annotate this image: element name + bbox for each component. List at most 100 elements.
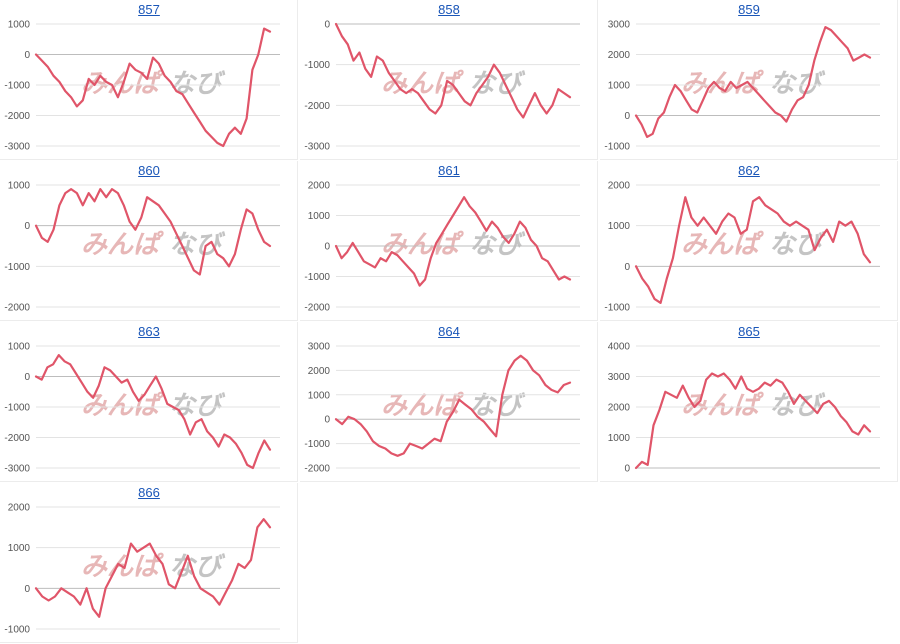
y-tick-label: 0 <box>324 242 330 253</box>
watermark-text-right: なび <box>169 230 226 260</box>
y-tick-label: -2000 <box>304 101 330 112</box>
y-tick-label: 3000 <box>308 342 331 353</box>
chart-svg: みんぱ なび 2000 1000 0 -1000 <box>4 503 280 636</box>
chart-panel-857: 857 みんぱ なび 1000 0 -1000 -2000 -3000 <box>0 0 298 160</box>
watermark-logo: みんぱ なび <box>681 391 826 421</box>
watermark-logo: みんぱ なび <box>381 230 526 260</box>
chart-title-link[interactable]: 863 <box>138 324 160 339</box>
y-tick-label: 0 <box>624 464 630 475</box>
y-tick-label: 2000 <box>8 503 31 514</box>
chart-title-link[interactable]: 860 <box>138 163 160 178</box>
y-tick-label: -1000 <box>304 60 330 71</box>
chart-svg: みんぱ なび 3000 2000 1000 0 -1000 <box>604 20 880 153</box>
y-tick-label: 2000 <box>608 403 631 414</box>
y-tick-label: -1000 <box>604 142 630 153</box>
watermark-text-left: みんぱ <box>81 230 164 260</box>
chart-svg: みんぱ なび 1000 0 -1000 -2000 <box>4 181 280 314</box>
y-tick-label: -3000 <box>4 464 30 475</box>
y-tick-label: 0 <box>24 221 30 232</box>
y-tick-label: 1000 <box>308 211 331 222</box>
watermark-logo: みんぱ なび <box>681 230 826 260</box>
watermark-logo: みんぱ なび <box>381 391 526 421</box>
chart-panel-865: 865 みんぱ なび 4000 3000 2000 1000 0 <box>600 322 898 482</box>
y-tick-label: 2000 <box>308 181 331 192</box>
chart-panel-861: 861 みんぱ なび 2000 1000 0 -1000 -2000 <box>300 161 598 321</box>
y-tick-label: -3000 <box>304 142 330 153</box>
y-tick-label: 1000 <box>8 20 31 31</box>
watermark-text-right: なび <box>169 552 226 582</box>
chart-svg: みんぱ なび 1000 0 -1000 -2000 -3000 <box>4 342 280 475</box>
chart-title-link[interactable]: 859 <box>738 2 760 17</box>
chart-panel-864: 864 みんぱ なび 3000 2000 1000 0 -1000 -2000 <box>300 322 598 482</box>
chart-title-link[interactable]: 861 <box>438 163 460 178</box>
y-tick-label: -2000 <box>4 303 30 314</box>
chart-title-link[interactable]: 864 <box>438 324 460 339</box>
y-tick-label: 2000 <box>308 366 331 377</box>
y-tick-label: -2000 <box>4 433 30 444</box>
chart-title-link[interactable]: 866 <box>138 485 160 500</box>
watermark-logo: みんぱ なび <box>81 552 226 582</box>
watermark-text-right: なび <box>469 230 526 260</box>
chart-panel-866: 866 みんぱ なび 2000 1000 0 -1000 <box>0 483 298 643</box>
chart-panel-858: 858 みんぱ なび 0 -1000 -2000 -3000 <box>300 0 598 160</box>
y-tick-label: 1000 <box>608 433 631 444</box>
series-line <box>34 353 272 470</box>
y-tick-label: 3000 <box>608 372 631 383</box>
y-tick-label: -1000 <box>4 625 30 636</box>
y-tick-label: -2000 <box>304 464 330 475</box>
watermark-logo: みんぱ なび <box>81 230 226 260</box>
y-tick-label: 2000 <box>608 50 631 61</box>
y-tick-label: -1000 <box>4 81 30 92</box>
y-tick-label: 4000 <box>608 342 631 353</box>
chart-svg: みんぱ なび 2000 1000 0 -1000 <box>604 181 880 314</box>
chart-panel-863: 863 みんぱ なび 1000 0 -1000 -2000 -3000 <box>0 322 298 482</box>
watermark-text-right: なび <box>469 391 526 421</box>
y-tick-label: -1000 <box>304 272 330 283</box>
y-tick-label: 0 <box>624 262 630 273</box>
y-tick-label: -3000 <box>4 142 30 153</box>
y-tick-label: 0 <box>324 20 330 31</box>
y-tick-label: 0 <box>24 584 30 595</box>
chart-svg: みんぱ なび 3000 2000 1000 0 -1000 -2000 <box>304 342 580 475</box>
watermark-text-right: なび <box>469 69 526 99</box>
y-tick-label: 1000 <box>308 390 331 401</box>
chart-panel-860: 860 みんぱ なび 1000 0 -1000 -2000 <box>0 161 298 321</box>
y-tick-label: -1000 <box>304 439 330 450</box>
watermark-text-right: なび <box>169 69 226 99</box>
y-tick-label: 1000 <box>608 81 631 92</box>
watermark-text-left: みんぱ <box>681 69 764 99</box>
watermark-text-right: なび <box>769 391 826 421</box>
chart-title-link[interactable]: 857 <box>138 2 160 17</box>
chart-title-link[interactable]: 865 <box>738 324 760 339</box>
y-tick-label: 0 <box>324 415 330 426</box>
y-tick-label: -1000 <box>604 303 630 314</box>
y-tick-label: 1000 <box>8 342 31 353</box>
y-tick-label: 0 <box>24 50 30 61</box>
y-tick-label: -2000 <box>4 111 30 122</box>
chart-svg: みんぱ なび 2000 1000 0 -1000 -2000 <box>304 181 580 314</box>
chart-svg: みんぱ なび 1000 0 -1000 -2000 -3000 <box>4 20 280 153</box>
chart-svg: みんぱ なび0-1000-2000-3000 <box>304 20 580 153</box>
y-tick-label: 1000 <box>8 181 31 192</box>
series-line <box>34 518 272 618</box>
watermark-logo: みんぱ なび <box>81 391 226 421</box>
chart-title-link[interactable]: 858 <box>438 2 460 17</box>
y-tick-label: 3000 <box>608 20 631 31</box>
y-tick-label: -1000 <box>4 403 30 414</box>
y-tick-label: 2000 <box>608 181 631 192</box>
y-tick-label: 0 <box>24 372 30 383</box>
y-tick-label: 1000 <box>608 221 631 232</box>
watermark-text-right: なび <box>169 391 226 421</box>
chart-panel-859: 859 みんぱ なび 3000 2000 1000 0 -1000 <box>600 0 898 160</box>
chart-title-link[interactable]: 862 <box>738 163 760 178</box>
watermark-text-left: みんぱ <box>681 230 764 260</box>
y-tick-label: -2000 <box>304 303 330 314</box>
watermark-text-right: なび <box>769 69 826 99</box>
watermark-text-left: みんぱ <box>381 391 464 421</box>
watermark-logo: みんぱ なび <box>81 69 226 99</box>
y-tick-label: -1000 <box>4 262 30 273</box>
y-tick-label: 1000 <box>8 543 31 554</box>
watermark-text-left: みんぱ <box>381 230 464 260</box>
chart-panel-862: 862 みんぱ なび 2000 1000 0 -1000 <box>600 161 898 321</box>
